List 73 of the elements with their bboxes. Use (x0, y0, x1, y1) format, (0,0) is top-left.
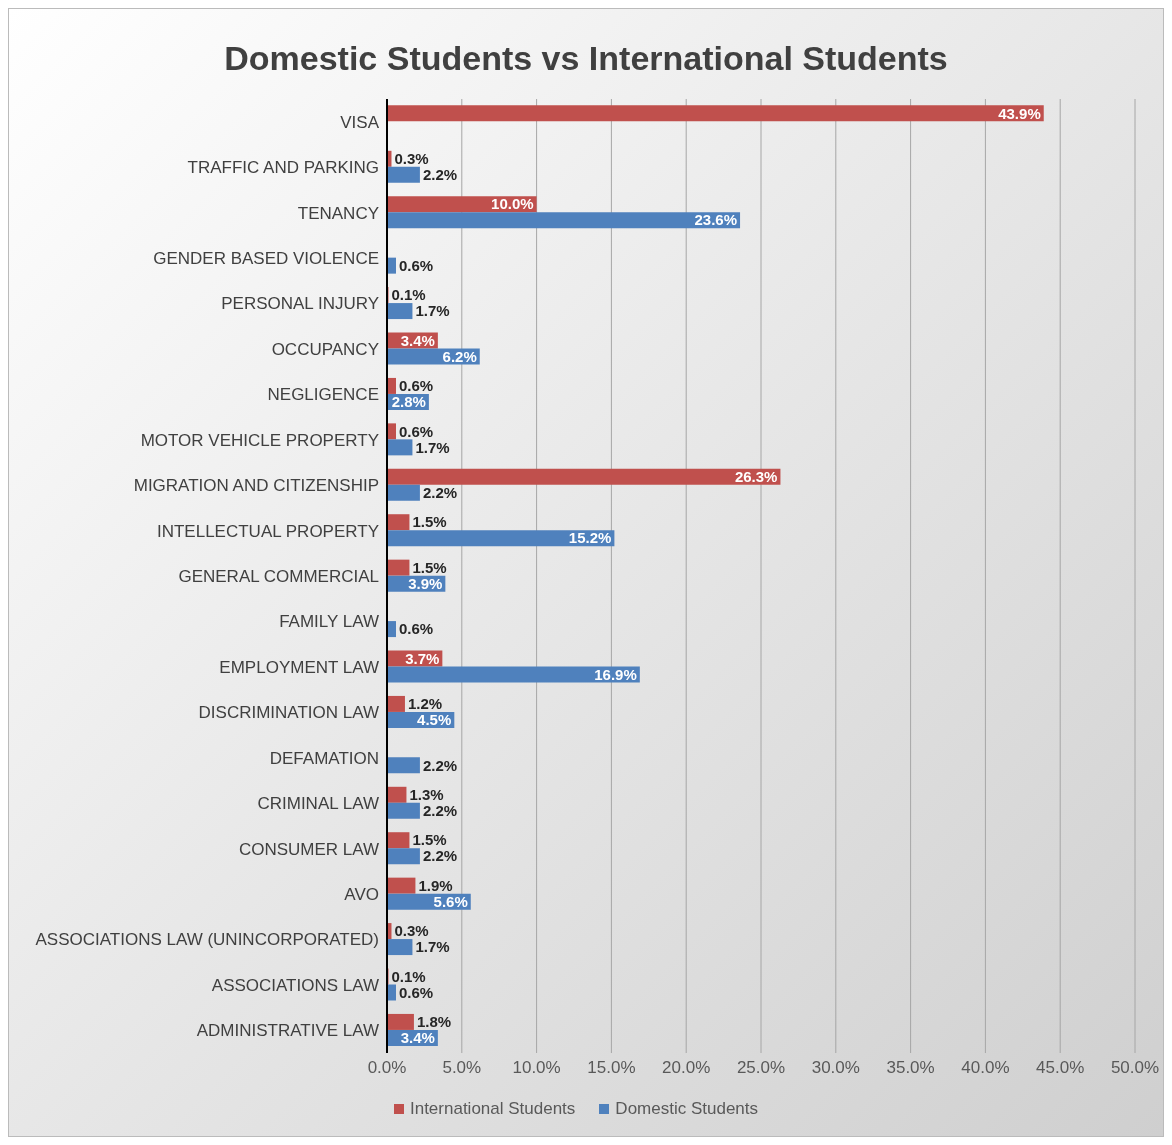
x-tick-label: 30.0% (811, 1058, 860, 1078)
data-label: 26.3% (734, 468, 778, 486)
y-tick-label: NEGLIGENCE (267, 385, 379, 405)
data-label: 23.6% (694, 211, 738, 229)
x-tick-label: 40.0% (961, 1058, 1010, 1078)
data-label: 0.6% (398, 256, 434, 274)
data-label: 1.5% (412, 831, 447, 849)
x-tick-label: 45.0% (1036, 1058, 1085, 1078)
data-label: 0.6% (398, 983, 434, 1001)
legend-label: International Students (408, 1099, 576, 1119)
data-label: 1.2% (407, 695, 443, 713)
x-tick-label: 35.0% (886, 1058, 935, 1078)
y-tick-label: OCCUPANCY (271, 339, 379, 359)
data-label: 1.7% (415, 938, 450, 956)
data-label: 2.2% (422, 847, 458, 865)
data-label: 6.2% (442, 347, 477, 365)
data-label: 0.1% (391, 967, 426, 985)
data-label: 2.8% (391, 393, 426, 411)
y-tick-label: FAMILY LAW (279, 612, 379, 632)
y-tick-label: INTELLECTUAL PROPERTY (156, 521, 379, 541)
data-label: 3.4% (400, 1029, 435, 1047)
y-tick-label: DEFAMATION (269, 748, 379, 768)
data-label: 3.4% (400, 331, 435, 349)
data-label: 2.2% (422, 756, 458, 774)
data-label: 0.6% (398, 377, 434, 395)
data-label: 43.9% (998, 104, 1041, 122)
data-label: 2.2% (422, 484, 458, 502)
data-label: 4.5% (417, 711, 452, 729)
y-tick-label: GENDER BASED VIOLENCE (153, 249, 379, 269)
y-tick-label: VISA (340, 112, 380, 132)
data-label: 1.3% (409, 786, 444, 804)
data-label: 1.7% (415, 302, 450, 320)
data-label: 16.9% (594, 665, 637, 683)
data-label: 5.6% (433, 892, 468, 910)
y-tick-label: ASSOCIATIONS LAW (211, 975, 379, 995)
y-tick-label: MOTOR VEHICLE PROPERTY (140, 430, 379, 450)
y-tick-label: GENERAL COMMERCIAL (178, 567, 379, 587)
y-tick-label: EMPLOYMENT LAW (219, 657, 379, 677)
y-tick-label: PERSONAL INJURY (221, 294, 379, 314)
y-tick-label: MIGRATION AND CITIZENSHIP (133, 476, 379, 496)
y-tick-label: CONSUMER LAW (238, 839, 379, 859)
x-tick-label: 25.0% (736, 1058, 786, 1078)
y-tick-label: TRAFFIC AND PARKING (187, 158, 379, 178)
y-tick-label: ADMINISTRATIVE LAW (196, 1021, 379, 1041)
data-label: 0.3% (394, 922, 429, 940)
legend-label: Domestic Students (614, 1099, 759, 1119)
y-tick-label: AVO (344, 885, 379, 905)
data-label: 15.2% (568, 529, 612, 547)
data-label: 10.0% (491, 195, 534, 213)
x-tick-label: 20.0% (662, 1058, 711, 1078)
data-label: 0.6% (398, 620, 434, 638)
data-label: 0.1% (391, 286, 426, 304)
data-label: 1.5% (412, 558, 447, 576)
data-label: 2.2% (422, 166, 458, 184)
data-label: 0.3% (394, 150, 429, 168)
data-label: 0.6% (398, 422, 434, 440)
x-tick-label: 50.0% (1110, 1058, 1160, 1078)
data-label: 1.7% (415, 438, 450, 456)
data-label: 1.5% (412, 513, 447, 531)
data-label: 3.9% (408, 574, 443, 592)
y-tick-label: ASSOCIATIONS LAW (UNINCORPORATED) (35, 930, 379, 950)
data-label: 3.7% (405, 649, 440, 667)
x-tick-label: 15.0% (587, 1058, 636, 1078)
y-tick-label: DISCRIMINATION LAW (198, 703, 379, 723)
data-label: 1.9% (418, 876, 453, 894)
data-label: 1.8% (416, 1013, 452, 1031)
x-tick-label: 10.0% (512, 1058, 561, 1078)
y-tick-label: CRIMINAL LAW (257, 794, 379, 814)
y-tick-label: TENANCY (297, 203, 379, 223)
chart-title: Domestic Students vs International Students (223, 38, 949, 79)
x-tick-label: 0.0% (367, 1058, 407, 1078)
data-label: 2.2% (422, 802, 458, 820)
x-tick-label: 5.0% (442, 1058, 482, 1078)
